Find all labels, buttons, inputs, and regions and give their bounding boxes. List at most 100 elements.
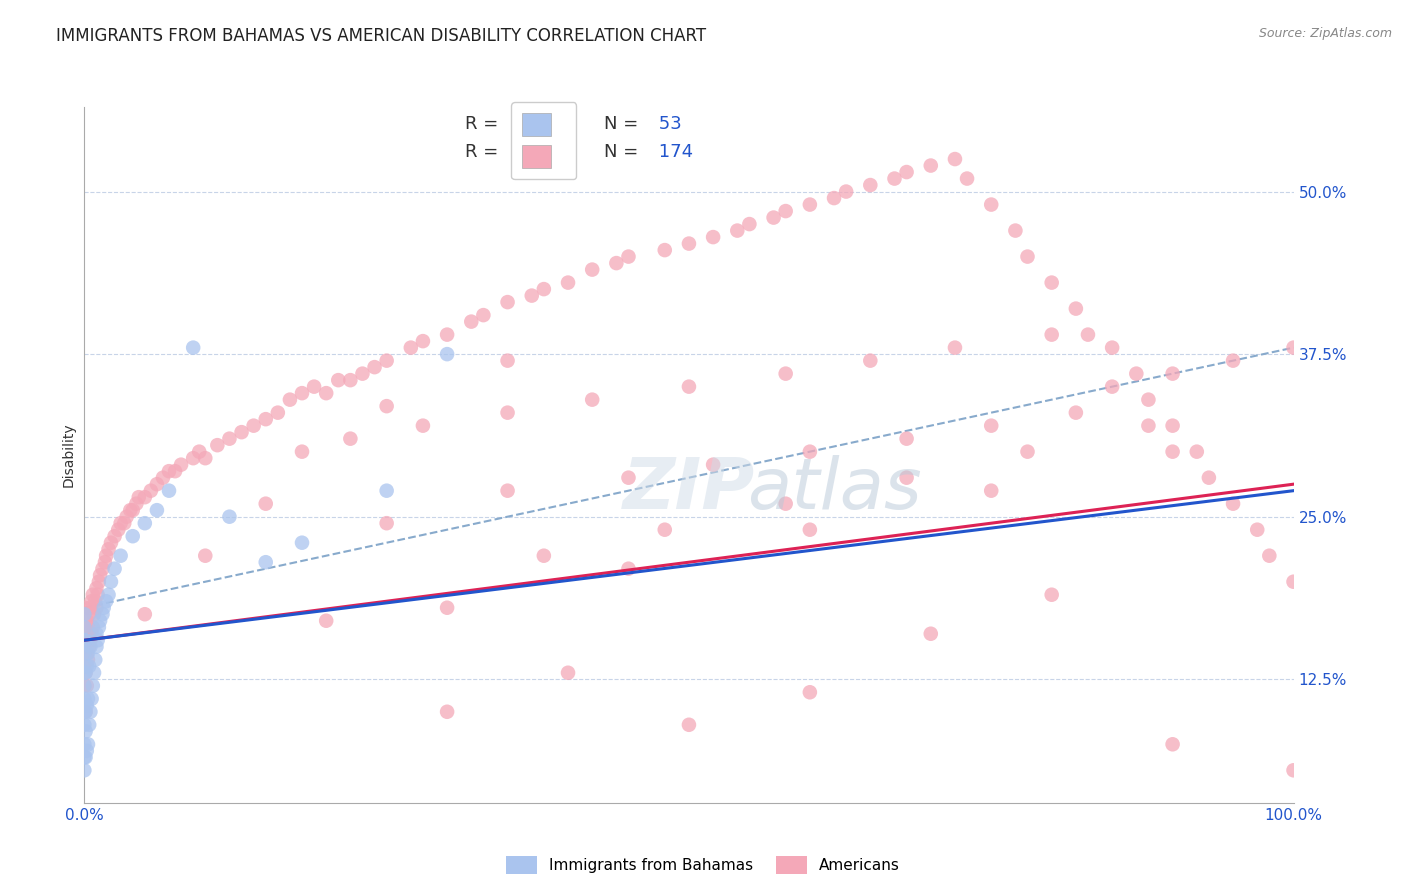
Point [496, 353, 519, 368]
Point [73, 764, 96, 778]
Point [75, 633, 97, 648]
Point [134, 490, 156, 504]
Point [77, 659, 100, 673]
Point [80, 626, 103, 640]
Point [520, 288, 543, 302]
Point [605, 256, 627, 270]
Point [77, 620, 100, 634]
Point [1040, 276, 1063, 290]
Point [956, 171, 979, 186]
Point [84, 594, 107, 608]
Point [896, 471, 918, 485]
Point [170, 458, 193, 472]
Text: Source: ZipAtlas.com: Source: ZipAtlas.com [1258, 27, 1392, 40]
Point [617, 471, 640, 485]
Point [76, 679, 98, 693]
Point [254, 497, 277, 511]
Point [207, 438, 229, 452]
Point [375, 483, 398, 498]
Point [738, 217, 761, 231]
Point [75, 724, 97, 739]
Point [73, 705, 96, 719]
Text: IMMIGRANTS FROM BAHAMAS VS AMERICAN DISABILITY CORRELATION CHART: IMMIGRANTS FROM BAHAMAS VS AMERICAN DISA… [56, 27, 706, 45]
Point [76, 659, 98, 673]
Point [73, 718, 96, 732]
Point [104, 562, 127, 576]
Point [654, 523, 676, 537]
Point [82, 588, 104, 602]
Point [1246, 523, 1268, 537]
Point [1137, 418, 1160, 433]
Point [76, 698, 98, 713]
Point [1282, 341, 1305, 355]
Point [93, 600, 115, 615]
Point [254, 555, 277, 569]
Point [980, 483, 1002, 498]
Point [194, 451, 217, 466]
Point [75, 705, 97, 719]
Point [291, 444, 314, 458]
Point [83, 607, 105, 622]
Text: 0.421: 0.421 [513, 144, 571, 161]
Point [1161, 367, 1184, 381]
Point [73, 750, 96, 764]
Point [76, 744, 98, 758]
Point [375, 353, 398, 368]
Point [1185, 444, 1208, 458]
Text: R =: R = [465, 144, 499, 161]
Point [896, 165, 918, 179]
Point [110, 549, 132, 563]
Point [533, 282, 555, 296]
Point [218, 509, 240, 524]
Text: 174: 174 [652, 144, 693, 161]
Point [1125, 367, 1147, 381]
Text: N =: N = [605, 115, 638, 134]
Point [436, 347, 458, 361]
Point [702, 458, 724, 472]
Point [89, 568, 111, 582]
Point [75, 705, 97, 719]
Point [73, 633, 96, 648]
Point [412, 418, 434, 433]
Point [146, 477, 169, 491]
Point [823, 191, 845, 205]
Point [112, 516, 135, 531]
Point [557, 665, 579, 680]
Point [77, 691, 100, 706]
Point [73, 600, 96, 615]
Point [77, 646, 100, 660]
Point [496, 406, 519, 420]
Point [128, 490, 150, 504]
Point [883, 171, 905, 186]
Point [617, 250, 640, 264]
Point [86, 588, 108, 602]
Point [75, 750, 97, 764]
Point [100, 574, 122, 589]
Point [75, 665, 97, 680]
Point [581, 262, 603, 277]
Point [231, 425, 253, 439]
Point [86, 633, 108, 648]
Point [678, 236, 700, 251]
Point [654, 243, 676, 257]
Point [73, 737, 96, 751]
Point [328, 373, 350, 387]
Point [775, 497, 797, 511]
Point [188, 444, 211, 458]
Point [278, 392, 301, 407]
Point [97, 542, 120, 557]
Point [86, 581, 108, 595]
Point [896, 432, 918, 446]
Point [352, 367, 374, 381]
Point [412, 334, 434, 348]
Point [73, 691, 96, 706]
Point [75, 633, 97, 648]
Point [472, 308, 495, 322]
Point [73, 646, 96, 660]
Text: atlas: atlas [747, 455, 921, 524]
Point [115, 509, 138, 524]
Point [943, 341, 966, 355]
Point [980, 197, 1002, 211]
Point [87, 620, 110, 634]
Point [1040, 327, 1063, 342]
